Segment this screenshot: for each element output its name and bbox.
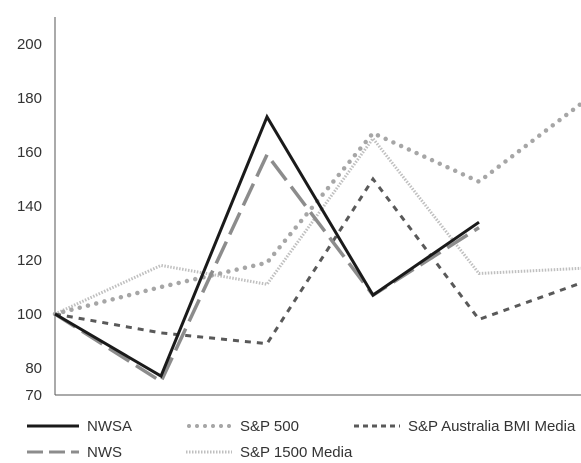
legend-label: NWS — [87, 443, 122, 461]
legend-swatch-sp500 — [187, 424, 232, 428]
y-axis-ticks: 70 80 100 120 140 160 180 200 — [17, 36, 42, 404]
y-tick-label: 140 — [17, 198, 42, 215]
chart: 70 80 100 120 140 160 180 200 — [17, 17, 581, 404]
y-tick-label: 100 — [17, 306, 42, 323]
series-line-s-p-1500-media — [54, 136, 581, 316]
y-tick-label: 160 — [17, 144, 42, 161]
series-layer — [52, 100, 581, 385]
series-line-s-p-australia-bmi-media — [54, 176, 581, 346]
legend-swatch-nwsa — [27, 424, 79, 428]
legend-item-nws: NWS — [27, 441, 122, 463]
series-line-nwsa — [54, 113, 480, 379]
series-line-nws — [54, 151, 480, 385]
legend-label: S&P 500 — [240, 417, 299, 435]
legend-label: NWSA — [87, 417, 132, 435]
legend: NWSA NWS S&P 500 S&P 1500 Media S&P Aust… — [0, 404, 581, 463]
y-tick-label: 200 — [17, 36, 42, 53]
legend-swatch-sp1500-media — [186, 450, 232, 454]
legend-item-sp-australia-bmi-media: S&P Australia BMI Media — [354, 415, 575, 437]
series-line-s-p-500 — [52, 100, 581, 317]
legend-swatch-sp-australia-bmi-media — [354, 424, 400, 428]
y-tick-label: 80 — [25, 360, 42, 377]
y-tick-label: 70 — [25, 387, 42, 404]
legend-item-sp1500-media: S&P 1500 Media — [186, 441, 352, 463]
legend-item-nwsa: NWSA — [27, 415, 132, 437]
y-tick-label: 120 — [17, 252, 42, 269]
legend-label: S&P 1500 Media — [240, 443, 353, 461]
legend-item-sp500: S&P 500 — [186, 415, 299, 437]
legend-swatch-nws — [27, 450, 79, 454]
y-tick-label: 180 — [17, 90, 42, 107]
legend-label: S&P Australia BMI Media — [408, 417, 576, 435]
